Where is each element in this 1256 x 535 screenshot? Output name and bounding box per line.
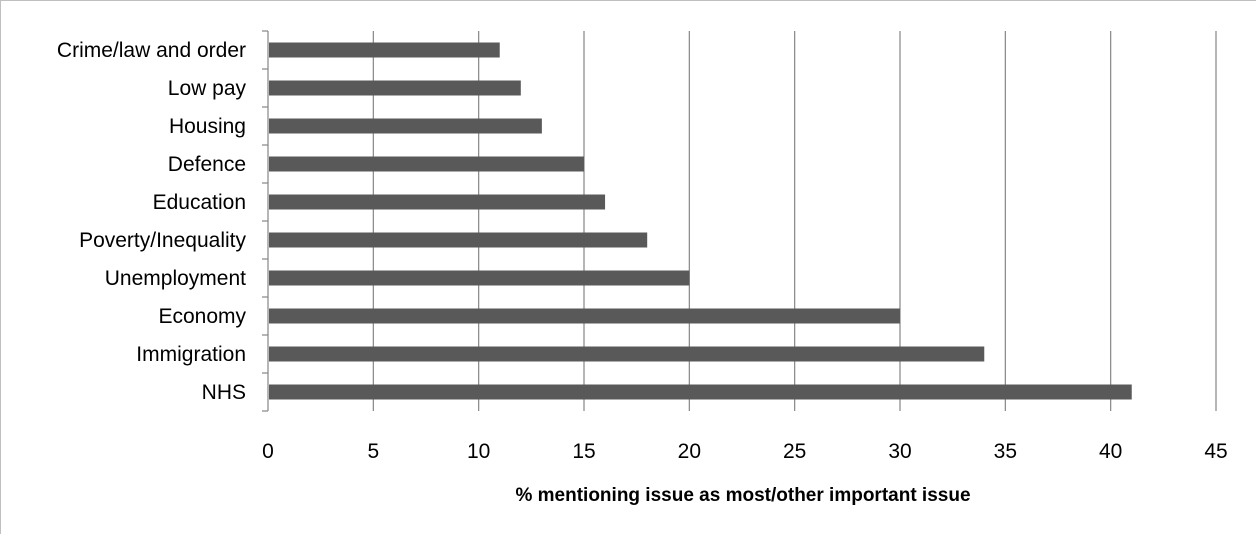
category-label: Housing bbox=[169, 115, 246, 138]
category-label: Crime/law and order bbox=[57, 39, 246, 62]
category-label: Low pay bbox=[168, 77, 247, 100]
x-tick-label: 25 bbox=[783, 440, 806, 463]
bar-economy bbox=[269, 308, 900, 324]
x-tick-label: 20 bbox=[678, 440, 701, 463]
category-label: Education bbox=[153, 191, 246, 214]
bar-defence bbox=[269, 156, 584, 172]
x-tick-label: 5 bbox=[367, 440, 379, 463]
x-tick-label: 10 bbox=[467, 440, 490, 463]
bar-crime-law-and-order bbox=[269, 42, 500, 58]
x-tick-label: 15 bbox=[572, 440, 595, 463]
bar-nhs bbox=[269, 384, 1132, 400]
category-label: Unemployment bbox=[105, 267, 246, 290]
category-label: Defence bbox=[168, 153, 246, 176]
x-axis-title: % mentioning issue as most/other importa… bbox=[515, 485, 970, 506]
bar-unemployment bbox=[269, 270, 690, 286]
bar-immigration bbox=[269, 346, 985, 362]
category-label: Poverty/Inequality bbox=[79, 229, 246, 252]
bar-poverty-inequality bbox=[269, 232, 648, 248]
x-tick-labels: 0 5 10 15 20 25 30 35 40 45 bbox=[262, 440, 1228, 463]
axes bbox=[262, 30, 269, 412]
category-label: NHS bbox=[202, 381, 246, 404]
bar-housing bbox=[269, 118, 542, 134]
x-tick-label: 0 bbox=[262, 440, 274, 463]
bars bbox=[269, 42, 1132, 400]
x-tick-label: 45 bbox=[1204, 440, 1227, 463]
category-labels: NHS Immigration Economy Unemployment Poverty… bbox=[57, 39, 247, 404]
category-label: Economy bbox=[158, 305, 246, 328]
x-tick-label: 40 bbox=[1099, 440, 1122, 463]
x-tick-label: 30 bbox=[888, 440, 911, 463]
x-tick-label: 35 bbox=[994, 440, 1017, 463]
bar-low-pay bbox=[269, 80, 521, 96]
bar-education bbox=[269, 194, 606, 210]
category-label: Immigration bbox=[136, 343, 246, 366]
